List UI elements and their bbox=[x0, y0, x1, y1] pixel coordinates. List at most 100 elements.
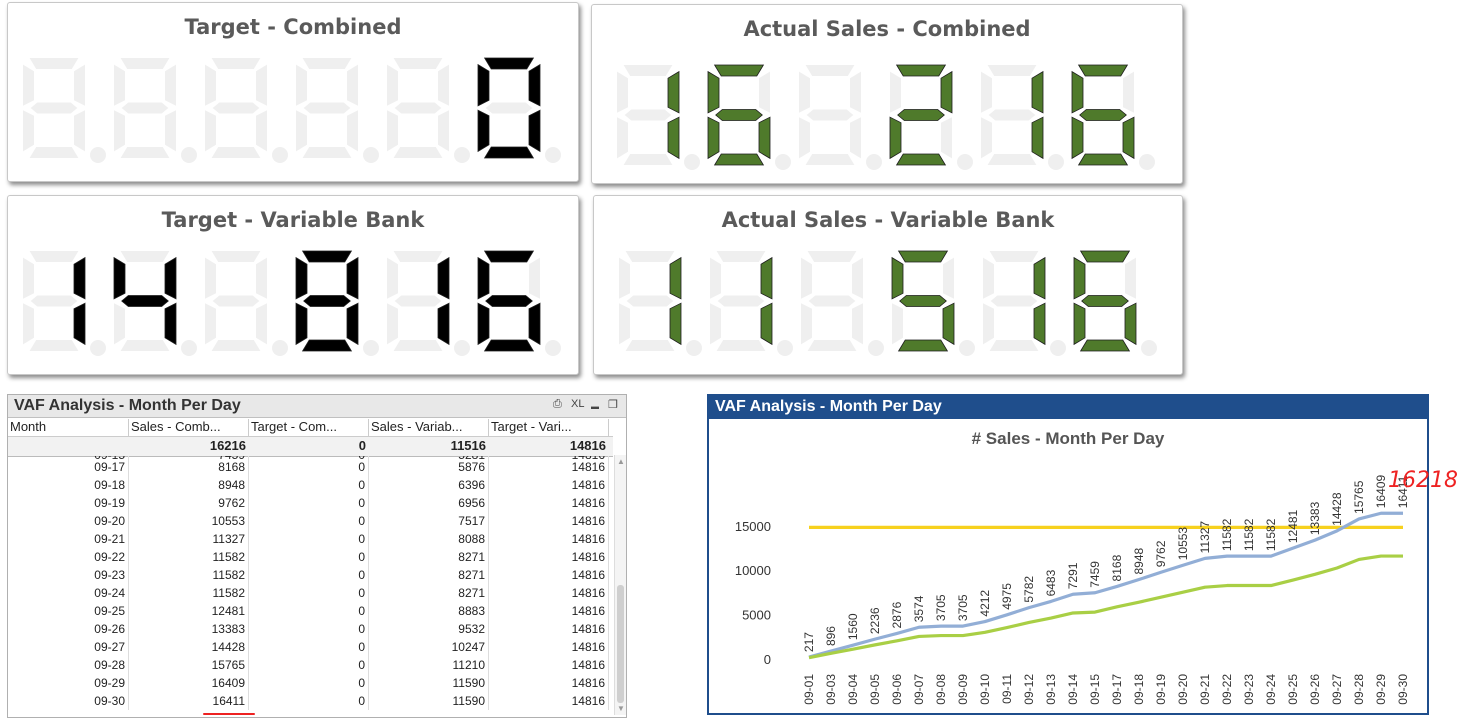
data-label: 10553 bbox=[1176, 527, 1190, 561]
table-row[interactable]: 09-17 8168 0 5876 14816 bbox=[8, 458, 613, 476]
table-cell: 09-23 bbox=[8, 566, 129, 584]
table-scrollbar[interactable]: ▲ ▼ bbox=[614, 455, 626, 715]
column-header-sales-variable[interactable]: Sales - Variab... bbox=[369, 419, 489, 436]
table-cell: 09-22 bbox=[8, 548, 129, 566]
digit bbox=[617, 65, 700, 170]
x-tick-label: 09-26 bbox=[1308, 674, 1322, 705]
column-header-month[interactable]: Month bbox=[8, 419, 129, 436]
data-label: 15765 bbox=[1352, 480, 1366, 514]
table-cell: 14816 bbox=[489, 476, 609, 494]
table-cell: 14816 bbox=[489, 638, 609, 656]
maximize-icon[interactable]: ❐ bbox=[608, 399, 618, 411]
data-label: 4212 bbox=[978, 590, 992, 617]
table-row[interactable]: 09-26 13383 0 9532 14816 bbox=[8, 620, 613, 638]
table-cell: 14816 bbox=[489, 692, 609, 710]
xl-export-button[interactable]: XL bbox=[571, 398, 585, 410]
table-cell: 0 bbox=[249, 476, 369, 494]
table-row[interactable]: 09-28 15765 0 11210 14816 bbox=[8, 656, 613, 674]
table-cell: 8271 bbox=[369, 584, 489, 602]
seven-segment-display bbox=[23, 250, 561, 356]
x-tick-label: 09-23 bbox=[1242, 674, 1256, 705]
digit bbox=[619, 251, 702, 356]
table-cell: 09-25 bbox=[8, 602, 129, 620]
table-cell: 09-17 bbox=[8, 458, 129, 476]
table-row[interactable]: 09-22 11582 0 8271 14816 bbox=[8, 548, 613, 566]
x-tick-label: 09-01 bbox=[802, 674, 816, 705]
series-line bbox=[808, 511, 1404, 659]
table-row[interactable]: 09-30 16411 0 11590 14816 bbox=[8, 692, 613, 710]
table-cell: 0 bbox=[249, 638, 369, 656]
totals-row: 16216 0 11516 14816 bbox=[8, 436, 613, 457]
column-header-sales-combined[interactable]: Sales - Comb... bbox=[129, 419, 249, 436]
table-row[interactable]: 09-29 16409 0 11590 14816 bbox=[8, 674, 613, 692]
data-label: 7459 bbox=[1088, 561, 1102, 588]
table-cell: 8088 bbox=[369, 530, 489, 548]
kpi-actual-sales-variable-bank: Actual Sales - Variable Bank bbox=[593, 195, 1183, 375]
data-label: 6483 bbox=[1044, 569, 1058, 596]
table-cell: 14816 bbox=[489, 530, 609, 548]
digit bbox=[891, 250, 975, 356]
kpi-title: Actual Sales - Combined bbox=[743, 17, 1031, 41]
table-row[interactable]: 09-20 10553 0 7517 14816 bbox=[8, 512, 613, 530]
table-row[interactable]: 09-27 14428 0 10247 14816 bbox=[8, 638, 613, 656]
x-tick-label: 09-21 bbox=[1198, 674, 1212, 705]
table-cell: 10247 bbox=[369, 638, 489, 656]
table-row[interactable]: 09-24 11582 0 8271 14816 bbox=[8, 584, 613, 602]
table-row[interactable]: 09-21 11327 0 8088 14816 bbox=[8, 530, 613, 548]
data-label: 13383 bbox=[1308, 501, 1322, 535]
minimize-icon[interactable]: ▬ bbox=[591, 402, 599, 411]
digit bbox=[113, 251, 197, 356]
scroll-up-icon[interactable]: ▲ bbox=[617, 457, 625, 466]
data-label: 16411 bbox=[1396, 475, 1410, 508]
digit bbox=[387, 58, 470, 163]
y-tick-label: 5000 bbox=[742, 608, 771, 623]
kpi-title: Target - Variable Bank bbox=[161, 208, 425, 232]
table-cell: 11582 bbox=[129, 548, 249, 566]
table-cell: 14816 bbox=[489, 656, 609, 674]
total-target-combined: 0 bbox=[358, 438, 366, 453]
table-cell: 8883 bbox=[369, 602, 489, 620]
data-label: 14428 bbox=[1330, 492, 1344, 526]
table-cell: 09-29 bbox=[8, 674, 129, 692]
table-cell: 14428 bbox=[129, 638, 249, 656]
x-tick-label: 09-11 bbox=[1000, 674, 1014, 704]
table-row[interactable]: 09-23 11582 0 8271 14816 bbox=[8, 566, 613, 584]
x-tick-label: 09-17 bbox=[1110, 674, 1124, 705]
digit bbox=[799, 65, 882, 170]
x-tick-label: 09-24 bbox=[1264, 674, 1278, 705]
table-cell: 09-24 bbox=[8, 584, 129, 602]
data-label: 11582 bbox=[1242, 518, 1256, 551]
digit bbox=[477, 57, 561, 163]
table-cell: 14816 bbox=[489, 620, 609, 638]
table-row[interactable]: 09-19 9762 0 6956 14816 bbox=[8, 494, 613, 512]
column-header-target-variable[interactable]: Target - Vari... bbox=[489, 419, 609, 436]
scroll-down-icon[interactable]: ▼ bbox=[617, 704, 625, 713]
table-row[interactable]: 09-18 8948 0 6396 14816 bbox=[8, 476, 613, 494]
data-label: 3705 bbox=[956, 594, 970, 621]
seven-segment-display bbox=[23, 57, 561, 163]
scrollbar-thumb[interactable] bbox=[617, 585, 624, 703]
x-tick-label: 09-04 bbox=[846, 674, 860, 705]
print-icon[interactable]: ⎙ bbox=[553, 398, 562, 410]
column-header-target-combined[interactable]: Target - Com... bbox=[249, 419, 369, 436]
table-cell: 0 bbox=[249, 674, 369, 692]
handwritten-annotation: 16218 bbox=[1388, 468, 1458, 493]
table-cell: 09-21 bbox=[8, 530, 129, 548]
table-cell: 0 bbox=[249, 494, 369, 512]
seven-segment-display bbox=[617, 64, 1155, 170]
table-row[interactable]: 09-25 12481 0 8883 14816 bbox=[8, 602, 613, 620]
digit bbox=[205, 251, 288, 356]
digit bbox=[296, 58, 379, 163]
table-cell: 0 bbox=[249, 620, 369, 638]
table-cell: 11590 bbox=[369, 692, 489, 710]
table-cell: 15765 bbox=[129, 656, 249, 674]
data-label: 12481 bbox=[1286, 509, 1300, 543]
table-cell: 6396 bbox=[369, 476, 489, 494]
data-label: 11582 bbox=[1220, 518, 1234, 551]
digit bbox=[801, 251, 884, 356]
data-label: 8168 bbox=[1110, 554, 1124, 581]
data-label: 16409 bbox=[1374, 475, 1388, 509]
x-tick-label: 09-10 bbox=[978, 674, 992, 705]
kpi-title: Actual Sales - Variable Bank bbox=[721, 208, 1055, 232]
x-tick-label: 09-14 bbox=[1066, 674, 1080, 705]
